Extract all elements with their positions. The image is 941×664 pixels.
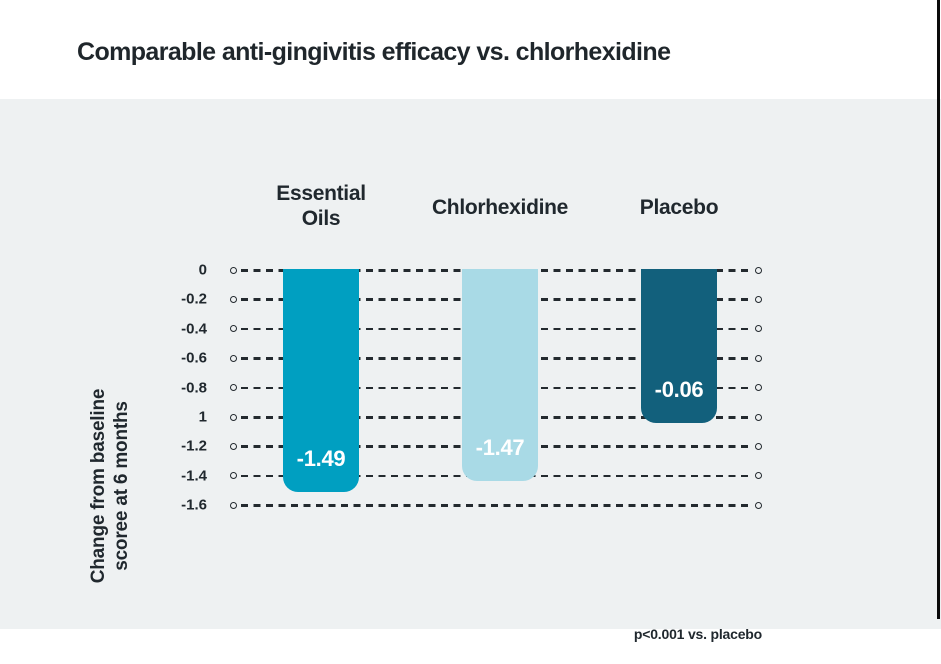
bar-essential-oils: -1.49 [283,269,359,492]
gridline-endpoint-circle [755,354,762,362]
y-tick-label: -1.6 [181,496,207,514]
gridline-endpoint-circle [755,501,762,509]
bar-value-label: -1.49 [296,446,346,471]
y-tick-label: -1.2 [181,437,207,455]
gridline-row [230,501,762,509]
category-header-chlorhexidine: Chlorhexidine [431,196,569,219]
category-header-placebo: Placebo [639,196,719,219]
y-tick-label: -1.4 [181,467,207,485]
gridline-endpoint-circle [230,472,237,480]
gridline-endpoint-circle [755,295,762,303]
bar-placebo: -0.06 [641,269,717,423]
significance-footnote: p<0.001 vs. placebo [633,626,762,642]
gridline-endpoint-circle [230,295,237,303]
bar-value-label: -1.47 [475,435,525,460]
bar-chlorhexidine: -1.47 [462,269,538,481]
gridline-dashes [241,504,751,507]
y-axis-label: Change from baseline scoree at 6 months [87,336,135,636]
y-tick-label: -0.2 [181,290,207,308]
gridline-endpoint-circle [755,472,762,480]
gridline-endpoint-circle [230,354,237,362]
y-tick-label: -0.4 [181,320,207,338]
category-header-essential-oils: Essential Oils [276,182,366,230]
gridline-endpoint-circle [755,384,762,392]
gridline-endpoint-circle [755,442,762,450]
gridline-endpoint-circle [755,266,762,274]
right-edge-border [937,0,940,619]
gridline-endpoint-circle [755,325,762,333]
gridline-endpoint-circle [230,442,237,450]
chart-panel: Change from baseline scoree at 6 months … [0,99,941,642]
gridline-endpoint-circle [230,266,237,274]
y-axis-label-line-1: Change from baseline [88,388,109,584]
y-tick-label: 1 [198,408,207,426]
gridline-endpoint-circle [230,325,237,333]
bar-value-label: -0.06 [654,377,704,402]
page-title: Comparable anti-gingivitis efficacy vs. … [77,38,671,66]
y-tick-label: 0 [198,261,207,279]
gridline-endpoint-circle [230,384,237,392]
gridline-endpoint-circle [755,413,762,421]
y-axis-label-line-2: scoree at 6 months [111,401,133,571]
gridline-endpoint-circle [230,501,237,509]
gridline-endpoint-circle [230,413,237,421]
y-tick-label: -0.8 [181,379,207,397]
y-tick-label: -0.6 [181,349,207,367]
